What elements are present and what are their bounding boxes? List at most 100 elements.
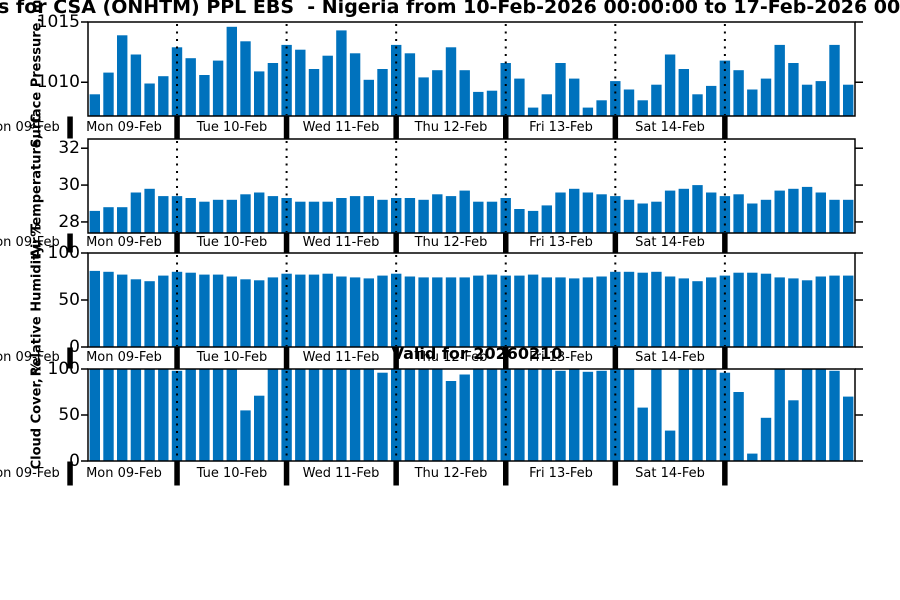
cloud-cover-bar (432, 369, 443, 461)
air-temperature-bar (226, 199, 237, 233)
cloud-cover-bar (829, 370, 840, 461)
surface-pressure-bar (541, 94, 552, 116)
air-temperature-bar (281, 198, 292, 233)
air-temperature-bar (760, 199, 772, 233)
cloud-cover-bar (706, 369, 717, 461)
surface-pressure-bar (254, 71, 265, 116)
cloud-cover-bar (555, 370, 566, 461)
day-tick-mark (283, 347, 290, 369)
surface-pressure-bar (336, 30, 347, 116)
day-tick-mark (612, 116, 619, 139)
day-tick-mark (67, 233, 73, 253)
air-temperature-bar (692, 185, 703, 233)
air-temperature-bar (267, 196, 279, 233)
cloud-cover-bar (130, 369, 142, 461)
cloud-cover-bar (349, 369, 361, 461)
day-tick-mark (612, 461, 619, 486)
y-tick-label: 100 (47, 359, 80, 379)
surface-pressure-bar (774, 44, 785, 116)
air-temperature-bar (801, 186, 813, 233)
surface-pressure-bar (322, 55, 333, 116)
relative-humidity-bar (569, 278, 580, 347)
day-label: Fri 13-Feb (529, 120, 593, 135)
cloud-cover-bar (486, 369, 498, 461)
cloud-cover-bar (226, 369, 237, 461)
air-temperature-bar (103, 207, 114, 233)
y-tick-label: 28 (58, 212, 80, 232)
relative-humidity-bar (692, 281, 703, 347)
relative-humidity-bar (322, 273, 333, 347)
relative-humidity-bar (130, 279, 142, 347)
air-temperature-bar (623, 199, 635, 233)
surface-pressure-bar (843, 84, 854, 116)
relative-humidity-bar (541, 277, 552, 347)
cloud-cover-bar (843, 396, 854, 461)
day-label: Fri 13-Feb (529, 350, 593, 365)
day-label: Wed 11-Feb (302, 120, 380, 135)
relative-humidity-bar (596, 276, 607, 347)
relative-humidity-bar (555, 277, 566, 347)
cloud-cover-bar (117, 369, 128, 461)
surface-pressure-bar (391, 44, 402, 116)
day-label: Mon 09-Feb (86, 235, 162, 250)
cloud-cover-bar (623, 369, 635, 461)
air-temperature-bar (377, 199, 388, 233)
day-tick-mark (174, 233, 180, 253)
surface-pressure-bar (623, 89, 635, 116)
air-temperature-bar (678, 188, 689, 233)
cloud-cover-bar (459, 374, 470, 461)
air-temperature-bar (473, 201, 484, 233)
air-temperature-bar (144, 188, 155, 233)
cloud-cover-bar (185, 369, 196, 461)
surface-pressure-bar (363, 79, 374, 116)
cloud-cover-bar (171, 370, 183, 461)
cloud-cover-bar (363, 369, 374, 461)
cloud-cover-bar (541, 369, 552, 461)
surface-pressure-bar (267, 63, 279, 116)
relative-humidity-bar (733, 272, 744, 347)
cloud-cover-bar (692, 369, 703, 461)
cloud-cover-bar (144, 369, 155, 461)
surface-pressure-bar (226, 26, 237, 116)
cloud-cover-bar (336, 369, 347, 461)
cloud-cover-bar (582, 371, 594, 461)
surface-pressure-bar (377, 69, 388, 116)
y-tick-label: 30 (58, 175, 80, 195)
air-temperature-bar (500, 198, 511, 233)
air-temperature-bar (295, 201, 306, 233)
surface-pressure-bar (185, 58, 196, 116)
cloud-cover-bar (788, 400, 799, 461)
air-temperature-bar (569, 188, 580, 233)
air-temperature-bar (391, 198, 402, 233)
day-label: Tue 10-Feb (196, 466, 268, 481)
cloud-cover-bar (747, 453, 758, 461)
relative-humidity-bar (404, 276, 416, 347)
relative-humidity-bar (281, 273, 292, 347)
air-temperature-bar (185, 198, 196, 233)
air-temperature-bar (322, 201, 333, 233)
day-label-clipped: Mon 09-Feb (0, 350, 60, 365)
air-temperature-bar (747, 203, 758, 233)
surface-pressure-bar (158, 76, 169, 116)
day-label-clipped: Mon 09-Feb (0, 120, 60, 135)
relative-humidity-bar (267, 277, 279, 347)
relative-humidity-bar (719, 275, 731, 347)
air-temperature-bar (459, 190, 470, 233)
surface-pressure-bar (527, 107, 539, 116)
surface-pressure-bar (719, 60, 731, 116)
surface-pressure-bar (473, 91, 484, 116)
day-tick-mark (503, 461, 509, 486)
air-temperature-bar (212, 199, 224, 233)
day-label: Fri 13-Feb (529, 466, 593, 481)
surface-pressure-bar (404, 53, 416, 116)
cloud-cover-bar (678, 369, 689, 461)
y-tick-label: 1015 (36, 12, 80, 32)
day-label: Mon 09-Feb (86, 466, 162, 481)
cloud-cover-bar (596, 370, 607, 461)
air-temperature-bar (418, 199, 429, 233)
surface-pressure-bars (89, 26, 854, 117)
air-temperature-bar (664, 190, 676, 233)
y-axis-label-cloud-cover: Cloud Cover, % (29, 360, 45, 470)
